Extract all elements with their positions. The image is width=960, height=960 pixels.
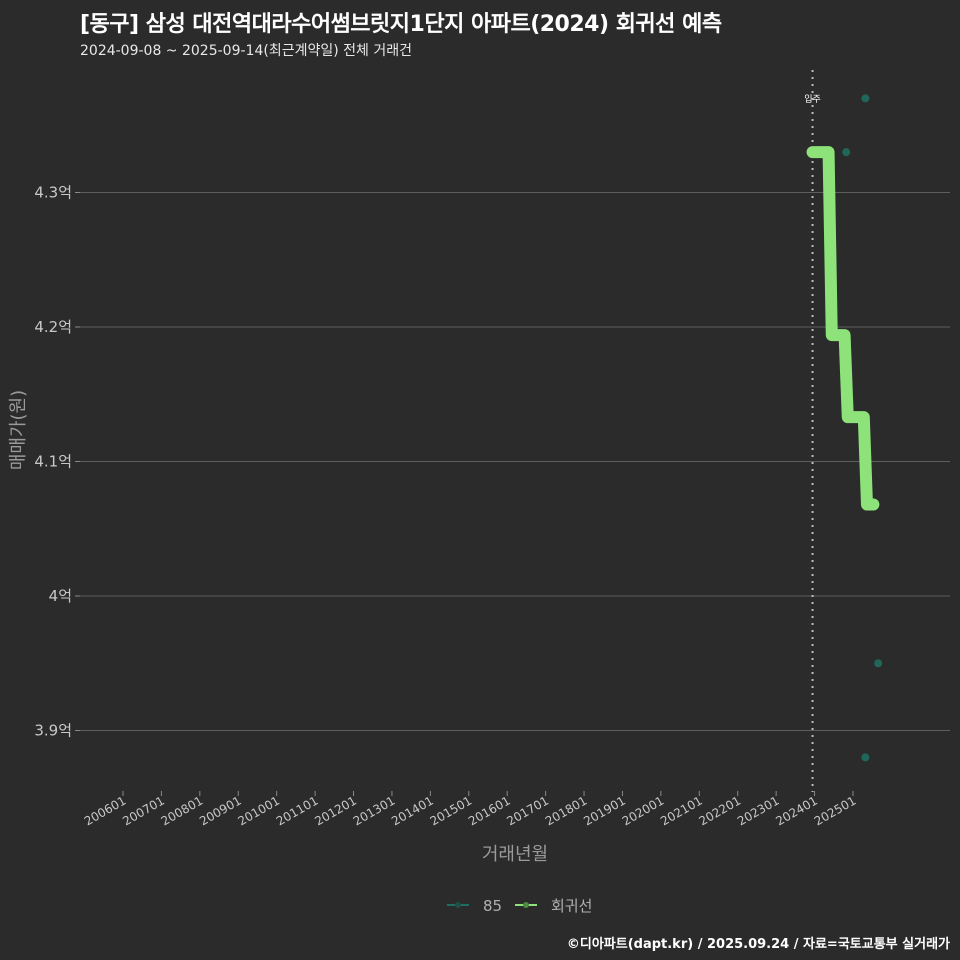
x-tick-label: 202301 (735, 793, 782, 828)
y-tick-label: 3.9억 (34, 722, 72, 740)
data-point (874, 659, 883, 668)
x-tick-label: 200801 (159, 793, 206, 828)
gridlines (80, 192, 950, 731)
x-tick-label: 201001 (236, 793, 283, 828)
y-tick-label: 4.3억 (34, 184, 72, 202)
x-axis-title: 거래년월 (482, 844, 548, 865)
x-tick-label: 201501 (428, 793, 475, 828)
chart-subtitle: 2024-09-08 ~ 2025-09-14(최근계약일) 전체 거래건 (80, 43, 412, 59)
x-tick-label: 201601 (466, 793, 513, 828)
legend-label: 회귀선 (551, 897, 592, 915)
y-axis-title: 매매가(원) (8, 390, 29, 470)
x-tick-label: 201101 (274, 793, 321, 828)
x-tick-label: 201401 (389, 793, 436, 828)
x-tick-label: 202001 (620, 793, 667, 828)
move-in-annotation: 입주 (804, 70, 821, 792)
x-tick-label: 200901 (197, 793, 244, 828)
y-tick-label: 4.2억 (34, 318, 72, 336)
x-tick-label: 201801 (543, 793, 590, 828)
x-tick-label: 201701 (504, 793, 551, 828)
x-tick-label: 200601 (82, 793, 129, 828)
x-tick-label: 201201 (312, 793, 359, 828)
x-tick-label: 201301 (351, 793, 398, 828)
legend-swatch-dot (455, 902, 461, 908)
x-tick-label: 202401 (773, 793, 820, 828)
y-tick-label: 4억 (49, 587, 72, 605)
regression-line (806, 146, 880, 511)
series-layer (806, 94, 883, 762)
legend: 85 회귀선 (447, 897, 592, 915)
move-in-label: 입주 (804, 93, 821, 105)
x-tick-label: 202201 (697, 793, 744, 828)
data-point (861, 94, 870, 103)
y-tick-label: 4.1억 (34, 453, 72, 471)
legend-label: 85 (483, 897, 502, 915)
data-point (861, 753, 870, 762)
data-point (842, 148, 851, 157)
chart-title: [동구] 삼성 대전역대라수어썸브릿지1단지 아파트(2024) 회귀선 예측 (80, 12, 722, 37)
y-axis: 3.9억 4억 4.1억 4.2억 4.3억 (34, 184, 80, 740)
source-caption: ©디아파트(dapt.kr) / 2025.09.24 / 자료=국토교통부 실… (566, 937, 950, 952)
x-axis: 2006012007012008012009012010012011012012… (82, 791, 859, 829)
x-tick-label: 200701 (120, 793, 167, 828)
x-tick-label: 201901 (581, 793, 628, 828)
legend-swatch-dot (523, 902, 529, 908)
x-tick-label: 202101 (658, 793, 705, 828)
x-tick-label: 202501 (812, 793, 859, 828)
